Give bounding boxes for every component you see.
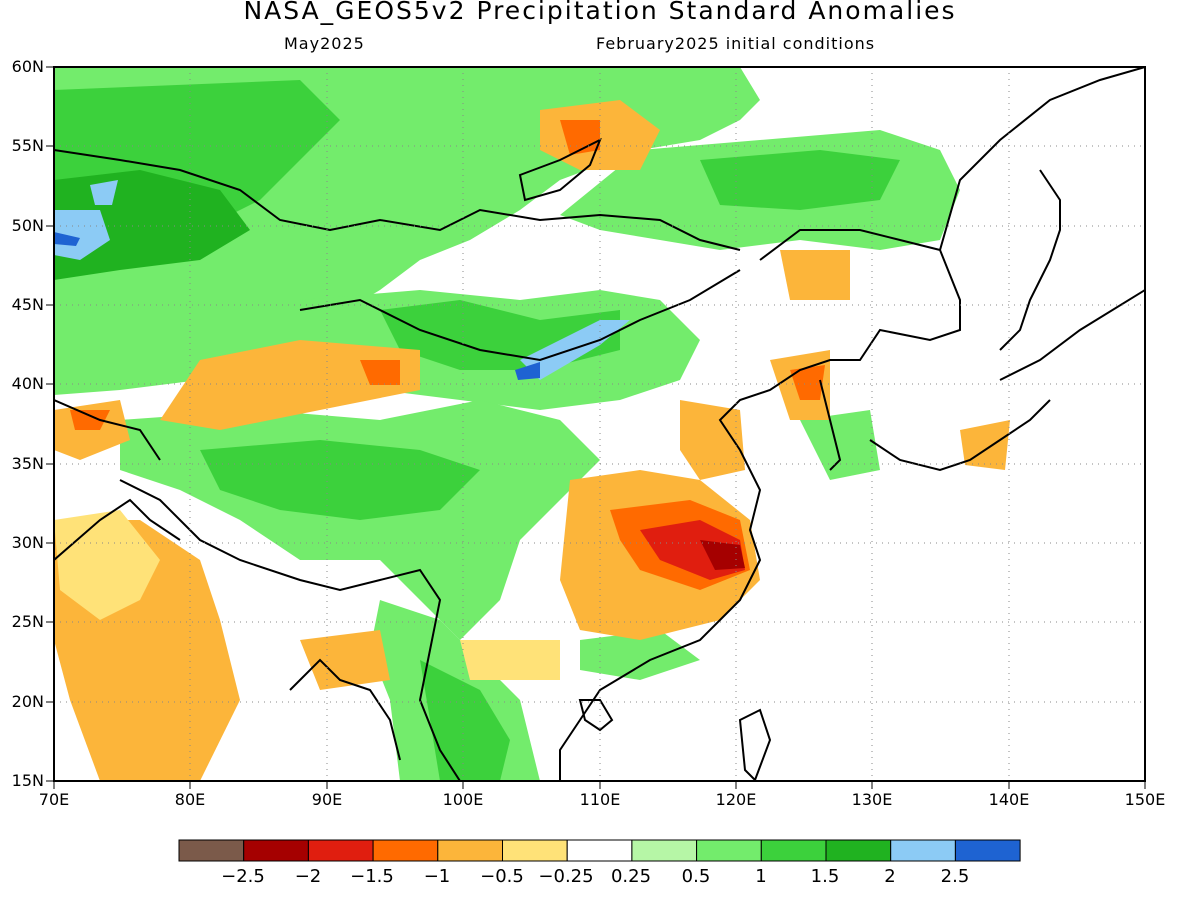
- lat-label: 30N: [11, 533, 44, 552]
- colorbar-swatch: [954, 839, 1021, 862]
- colorbar-label: 0.25: [610, 866, 652, 887]
- lon-label: 150E: [1124, 790, 1166, 809]
- colorbar-label: −1: [423, 866, 451, 887]
- colorbar-swatch: [566, 839, 633, 862]
- lat-label: 45N: [11, 295, 44, 314]
- lat-label: 25N: [11, 612, 44, 631]
- map-title: NASA_GEOS5v2 Precipitation Standard Anom…: [243, 0, 957, 25]
- colorbar-label: −0.25: [538, 866, 594, 887]
- colorbar-swatch: [502, 839, 568, 862]
- initial-conditions: February2025 initial conditions: [596, 34, 876, 53]
- lon-label: 90E: [311, 790, 343, 809]
- lat-label: 20N: [11, 692, 44, 711]
- colorbar-swatch: [307, 839, 374, 862]
- lon-label: 100E: [442, 790, 484, 809]
- colorbar-label: −2.5: [221, 866, 265, 887]
- gridlines: [54, 67, 1145, 781]
- coastlines: [54, 67, 1145, 781]
- lon-label: 140E: [988, 790, 1030, 809]
- lat-label: 50N: [11, 216, 44, 235]
- colorbar: [178, 839, 1021, 862]
- colorbar-label: −2: [294, 866, 322, 887]
- colorbar-label: 0.5: [681, 866, 711, 887]
- lat-label: 55N: [11, 136, 44, 155]
- colorbar-swatch: [437, 839, 503, 862]
- lon-label: 120E: [715, 790, 757, 809]
- forecast-month: May2025: [284, 34, 365, 53]
- colorbar-swatch: [890, 839, 956, 862]
- colorbar-swatch: [243, 839, 309, 862]
- colorbar-swatch: [631, 839, 698, 862]
- lat-label: 15N: [11, 771, 44, 790]
- colorbar-swatch: [760, 839, 827, 862]
- colorbar-label: 1.5: [810, 866, 840, 887]
- lon-label: 130E: [851, 790, 893, 809]
- colorbar-label: 2.5: [940, 866, 970, 887]
- lon-label: 110E: [579, 790, 621, 809]
- colorbar-label: −1.5: [350, 866, 394, 887]
- lon-label: 80E: [174, 790, 206, 809]
- colorbar-swatch: [696, 839, 762, 862]
- colorbar-label: −0.5: [480, 866, 524, 887]
- colorbar-label: 1: [755, 866, 767, 887]
- lat-label: 35N: [11, 454, 44, 473]
- lat-label: 60N: [11, 57, 44, 76]
- colorbar-label: 2: [884, 866, 896, 887]
- axis-ticks: [46, 66, 1146, 789]
- colorbar-swatch: [372, 839, 439, 862]
- colorbar-swatch: [178, 839, 245, 862]
- colorbar-swatch: [825, 839, 892, 862]
- lon-label: 70E: [38, 790, 70, 809]
- lat-label: 40N: [11, 374, 44, 393]
